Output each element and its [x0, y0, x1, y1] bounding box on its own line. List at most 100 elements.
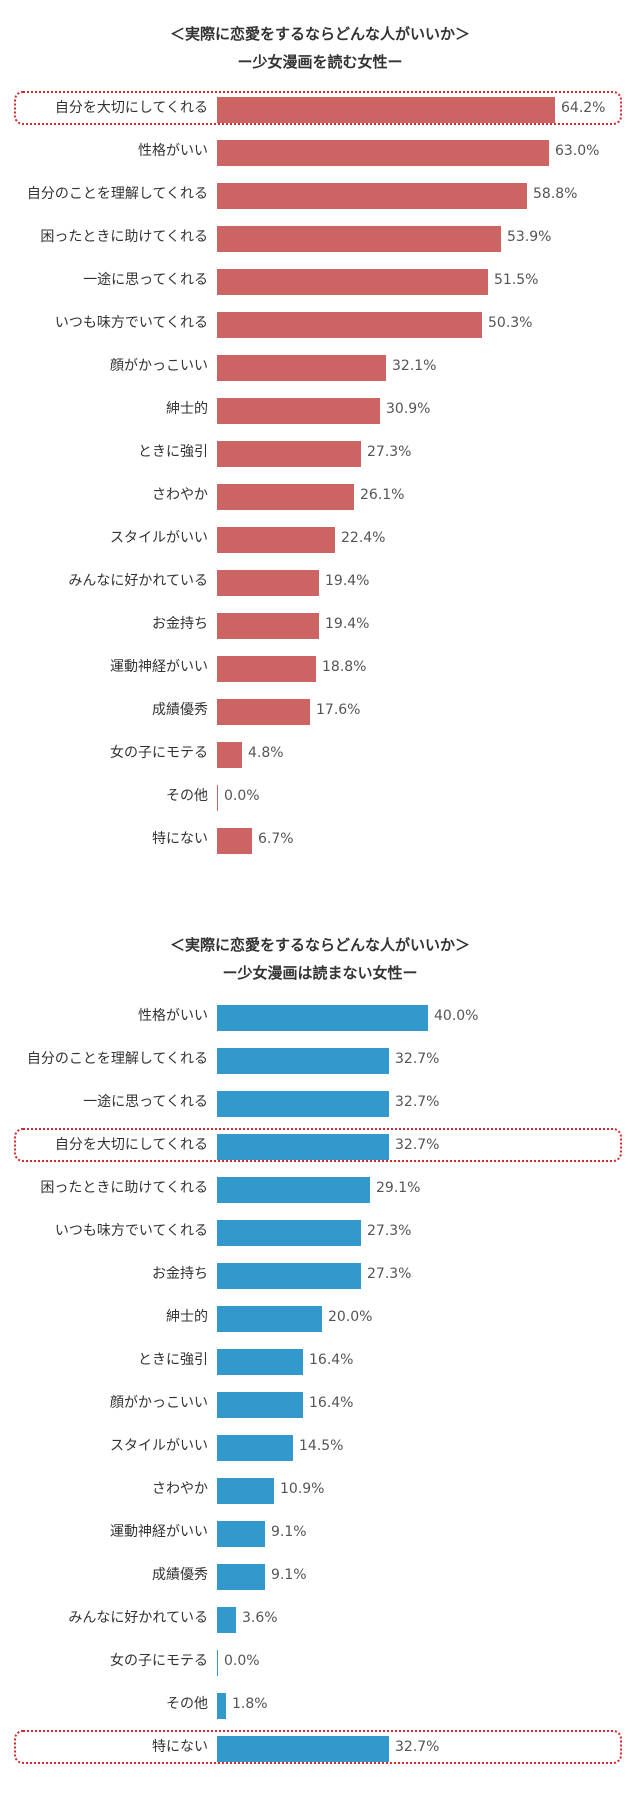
bar [217, 97, 555, 123]
bar [217, 828, 252, 854]
bar-row: 困ったときに助けてくれる 29.1% [0, 1167, 640, 1210]
bar-row: いつも味方でいてくれる 27.3% [0, 1210, 640, 1253]
bar [217, 1693, 226, 1719]
bar [217, 1177, 370, 1203]
category-label: いつも味方でいてくれる [54, 315, 208, 331]
bar-row: ときに強引 27.3% [0, 431, 640, 474]
value-label: 53.9% [507, 229, 552, 245]
value-label: 30.9% [386, 401, 431, 417]
highlight-box [14, 1128, 622, 1162]
category-label: 一途に思ってくれる [83, 1094, 208, 1110]
category-label: 性格がいい [138, 1008, 208, 1024]
bar [217, 1306, 322, 1332]
bar-row: みんなに好かれている 19.4% [0, 560, 640, 603]
bar-row: 自分を大切にしてくれる 32.7% [0, 1124, 640, 1167]
bar [217, 269, 488, 295]
category-label: ときに強引 [138, 444, 208, 460]
value-label: 63.0% [555, 143, 600, 159]
chart-does-not-read-shoujo-manga: ＜実際に恋愛をするならどんな人がいいか＞ ー少女漫画は読まない女性ー 性格がいい… [0, 912, 640, 1819]
bar-row: 紳士的 30.9% [0, 388, 640, 431]
bar [217, 1349, 303, 1375]
value-label: 10.9% [280, 1481, 325, 1497]
value-label: 50.3% [488, 315, 533, 331]
bar-row: お金持ち 27.3% [0, 1253, 640, 1296]
value-label: 27.3% [367, 1223, 412, 1239]
bar-row: 自分を大切にしてくれる 64.2% [0, 87, 640, 130]
value-label: 16.4% [309, 1352, 354, 1368]
category-label: 女の子にモテる [110, 745, 208, 761]
bar [217, 1134, 389, 1160]
value-label: 32.7% [395, 1137, 440, 1153]
value-label: 14.5% [299, 1438, 344, 1454]
category-label: 困ったときに助けてくれる [40, 1180, 208, 1196]
bar-row: お金持ち 19.4% [0, 603, 640, 646]
bar-row: 困ったときに助けてくれる 53.9% [0, 216, 640, 259]
bar-row: 一途に思ってくれる 32.7% [0, 1081, 640, 1124]
bar [217, 140, 549, 166]
highlight-box [14, 1730, 622, 1764]
bar [217, 226, 501, 252]
category-label: 特にない [152, 1739, 208, 1755]
category-label: お金持ち [152, 1266, 208, 1282]
category-label: お金持ち [152, 616, 208, 632]
bar-row: その他 0.0% [0, 775, 640, 818]
bar [217, 398, 380, 424]
category-label: スタイルがいい [110, 530, 208, 546]
bar [217, 1650, 218, 1676]
category-label: みんなに好かれている [68, 573, 208, 589]
category-label: 顔がかっこいい [110, 358, 208, 374]
bar [217, 1005, 428, 1031]
bar-row: スタイルがいい 22.4% [0, 517, 640, 560]
highlight-box [14, 91, 622, 125]
chart-title: ＜実際に恋愛をするならどんな人がいいか＞ [169, 936, 470, 954]
bar-row: みんなに好かれている 3.6% [0, 1597, 640, 1640]
value-label: 20.0% [328, 1309, 373, 1325]
category-label: いつも味方でいてくれる [54, 1223, 208, 1239]
chart-subtitle: ー少女漫画を読む女性ー [237, 53, 403, 71]
bar-row: いつも味方でいてくれる 50.3% [0, 302, 640, 345]
value-label: 0.0% [224, 1653, 260, 1669]
category-label: その他 [166, 1696, 208, 1712]
chart-reads-shoujo-manga: ＜実際に恋愛をするならどんな人がいいか＞ ー少女漫画を読む女性ー 自分を大切にし… [0, 0, 640, 880]
bar-row: 自分のことを理解してくれる 58.8% [0, 173, 640, 216]
bar-row: さわやか 26.1% [0, 474, 640, 517]
value-label: 32.7% [395, 1739, 440, 1755]
bar [217, 785, 218, 811]
category-label: さわやか [152, 487, 208, 503]
value-label: 4.8% [248, 745, 284, 761]
category-label: 紳士的 [166, 401, 208, 417]
bar-row: 性格がいい 40.0% [0, 995, 640, 1038]
category-label: その他 [166, 788, 208, 804]
value-label: 26.1% [360, 487, 405, 503]
bar [217, 355, 386, 381]
bar-row: 運動神経がいい 18.8% [0, 646, 640, 689]
category-label: みんなに好かれている [68, 1610, 208, 1626]
category-label: 自分のことを理解してくれる [26, 186, 208, 202]
bar-row: 顔がかっこいい 32.1% [0, 345, 640, 388]
category-label: スタイルがいい [110, 1438, 208, 1454]
value-label: 17.6% [316, 702, 361, 718]
bar-row: スタイルがいい 14.5% [0, 1425, 640, 1468]
bar [217, 1564, 265, 1590]
value-label: 51.5% [494, 272, 539, 288]
bar-row: 紳士的 20.0% [0, 1296, 640, 1339]
category-label: 性格がいい [138, 143, 208, 159]
value-label: 1.8% [232, 1696, 268, 1712]
category-label: 成績優秀 [152, 1567, 208, 1583]
category-label: 運動神経がいい [110, 1524, 208, 1540]
bar-row: 性格がいい 63.0% [0, 130, 640, 173]
bar [217, 1220, 361, 1246]
bar-row: 特にない 32.7% [0, 1726, 640, 1769]
bar [217, 312, 482, 338]
value-label: 27.3% [367, 444, 412, 460]
value-label: 19.4% [325, 573, 370, 589]
bar [217, 1607, 236, 1633]
category-label: さわやか [152, 1481, 208, 1497]
category-label: 運動神経がいい [110, 659, 208, 675]
bar [217, 1091, 389, 1117]
value-label: 3.6% [242, 1610, 278, 1626]
bar-row: 成績優秀 17.6% [0, 689, 640, 732]
category-label: ときに強引 [138, 1352, 208, 1368]
category-label: 自分を大切にしてくれる [54, 100, 208, 116]
value-label: 19.4% [325, 616, 370, 632]
